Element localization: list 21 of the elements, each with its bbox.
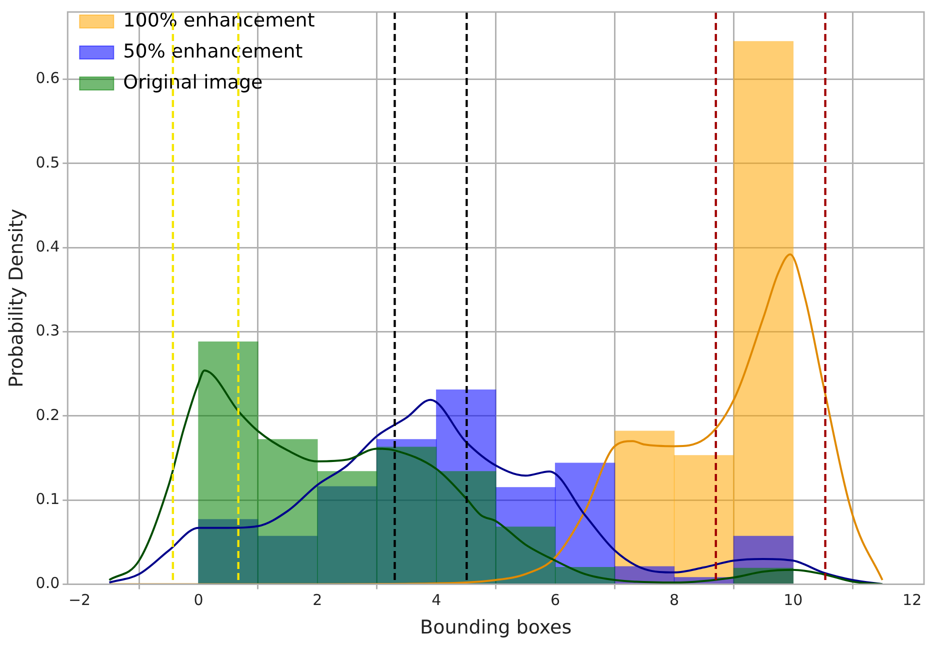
x-tick-label: −2	[68, 591, 91, 610]
x-tick-label: 2	[312, 591, 322, 610]
y-tick-label: 0.6	[36, 69, 60, 88]
x-tick-label: 4	[432, 591, 442, 610]
y-tick-label: 0.0	[36, 574, 60, 592]
x-tick-label: 8	[669, 591, 680, 610]
y-tick-label: 0.2	[36, 406, 60, 424]
y-tick-label: 0.5	[36, 153, 60, 172]
x-tick-label: 10	[784, 591, 803, 610]
y-axis-title: Probability Density	[5, 208, 28, 388]
line-series	[108, 253, 884, 584]
y-tick-label: 0.1	[36, 490, 60, 508]
legend-label: Original image	[123, 71, 263, 94]
x-tick-label: 0	[194, 591, 204, 610]
legend-label: 50% enhancement	[123, 40, 303, 62]
y-tick-label: 0.4	[36, 238, 60, 256]
x-axis-title: Bounding boxes	[420, 616, 572, 639]
x-tick-label: 12	[902, 591, 922, 610]
legend-label: 100% enhancement	[123, 9, 315, 32]
x-tick-label: 6	[550, 591, 560, 610]
y-tick-label: 0.3	[36, 322, 60, 340]
